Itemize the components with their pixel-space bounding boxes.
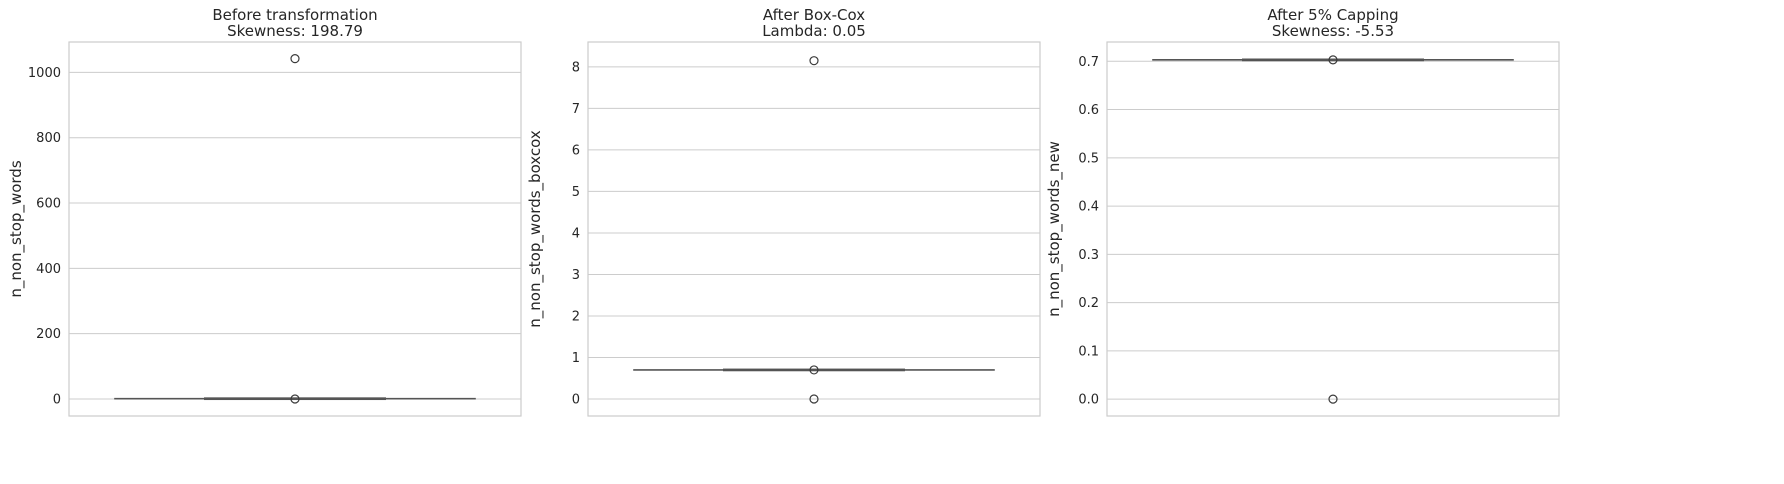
y-tick-label: 0.5 (1078, 151, 1099, 166)
chart-subtitle: Lambda: 0.05 (762, 22, 866, 40)
y-tick-label: 8 (572, 60, 580, 75)
chart-subtitle: Skewness: 198.79 (227, 22, 363, 40)
y-tick-label: 7 (572, 102, 580, 117)
y-axis-label: n_non_stop_words (7, 160, 26, 297)
y-tick-label: 0 (53, 393, 61, 408)
box-plot-marks (114, 54, 476, 404)
outlier-point (290, 394, 300, 404)
y-axis-label: n_non_stop_words_boxcox (526, 130, 545, 328)
gridlines (1107, 60, 1559, 400)
y-tick-label: 0.2 (1078, 296, 1099, 311)
y-tick-label: 0.3 (1078, 248, 1099, 263)
plot-area-frame (68, 41, 522, 417)
y-tick-label: 200 (36, 327, 61, 342)
y-tick-label: 1000 (28, 66, 61, 81)
y-tick-label: 3 (572, 268, 580, 283)
gridlines (588, 66, 1040, 400)
chart-subtitle: Skewness: -5.53 (1272, 22, 1394, 40)
y-tick-label: 0.4 (1078, 200, 1099, 215)
gridlines (69, 71, 521, 400)
y-tick-label: 5 (572, 185, 580, 200)
outlier-point (809, 56, 819, 66)
chart-title: After Box-Cox (763, 6, 865, 24)
y-tick-label: 0 (572, 392, 580, 407)
y-tick-label: 0.7 (1078, 55, 1099, 70)
box-plot-marks (633, 56, 995, 404)
outlier-point (1328, 394, 1338, 404)
y-tick-labels: 0 200 400 600 800 1000 (28, 66, 61, 408)
outlier-point (290, 54, 300, 64)
y-tick-label: 6 (572, 143, 580, 158)
y-tick-label: 0.0 (1078, 393, 1099, 408)
subplot-after-box-cox: 0 1 2 3 4 5 6 7 8 After Box-Cox Lambda: 0.05 n_n… (526, 6, 1041, 417)
plot-area-frame (587, 41, 1041, 417)
outlier-point (809, 394, 819, 404)
plot-area-frame (1106, 41, 1560, 417)
subplot-after-capping: 0.0 0.1 0.2 0.3 0.4 0.5 0.6 0.7 After 5% Cappin… (1045, 6, 1560, 417)
chart-title: Before transformation (212, 6, 377, 24)
chart-title: After 5% Capping (1267, 6, 1398, 24)
y-tick-label: 4 (572, 226, 580, 241)
box-plot-marks (1152, 55, 1514, 404)
y-tick-labels: 0 1 2 3 4 5 6 7 8 (572, 60, 580, 407)
outlier-point (1328, 55, 1338, 65)
y-axis-label: n_non_stop_words_new (1045, 141, 1064, 317)
y-tick-labels: 0.0 0.1 0.2 0.3 0.4 0.5 0.6 0.7 (1078, 55, 1099, 408)
outlier-point (809, 365, 819, 375)
y-tick-label: 0.1 (1078, 344, 1099, 359)
y-tick-label: 600 (36, 197, 61, 212)
y-tick-label: 2 (572, 309, 580, 324)
y-tick-label: 800 (36, 131, 61, 146)
y-tick-label: 0.6 (1078, 103, 1099, 118)
y-tick-label: 1 (572, 351, 580, 366)
y-tick-label: 400 (36, 262, 61, 277)
